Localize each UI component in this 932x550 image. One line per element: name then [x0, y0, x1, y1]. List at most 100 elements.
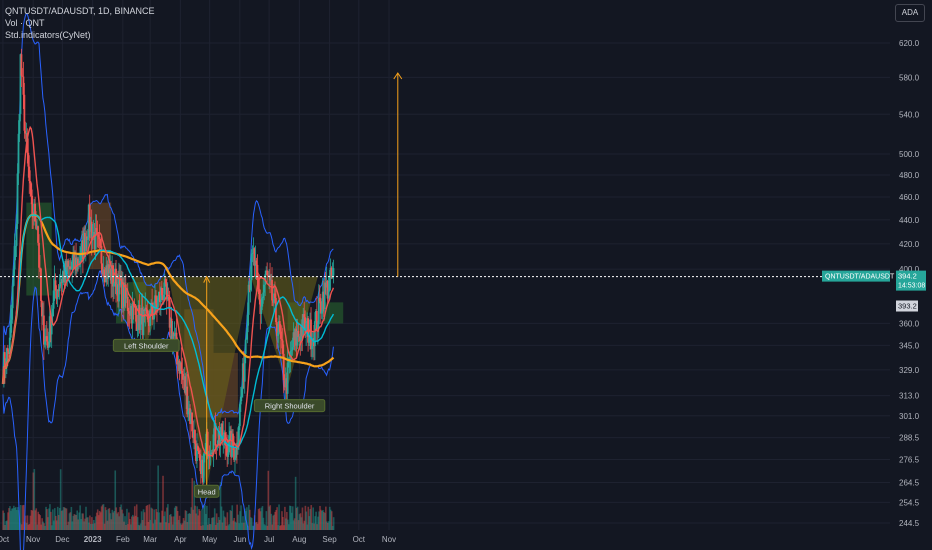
candle-body: [320, 311, 323, 314]
volume-bar: [327, 522, 329, 530]
volume-bar: [296, 506, 299, 530]
volume-bar: [15, 510, 18, 530]
volume-bar: [42, 521, 44, 530]
std-indicators-label[interactable]: Std.indicators(CyNet): [5, 30, 91, 40]
volume-bar: [67, 521, 70, 530]
volume-bar: [283, 525, 285, 530]
volume-bar: [77, 519, 79, 530]
price-axis[interactable]: 620.0 580.0 540.0 500.0 480.0 460.0 440.0 420.0…: [822, 39, 926, 528]
x-tick-label: Mar: [143, 535, 157, 544]
symbol-title[interactable]: QNTUSDT/ADAUSDT, 1D, BINANCE: [5, 6, 155, 16]
volume-bar: [263, 524, 266, 530]
candle-body: [45, 336, 48, 342]
volume-bar: [239, 511, 241, 530]
symbol-price-badge: [822, 270, 890, 282]
candle-body: [79, 260, 81, 265]
volume-bar: [119, 507, 121, 530]
candle-body: [204, 442, 207, 453]
candle-body: [117, 284, 119, 302]
candle-body: [148, 322, 151, 326]
volume-bar: [44, 525, 46, 530]
volume-bar: [202, 525, 204, 530]
volume-bar: [45, 506, 47, 530]
volume-bar: [6, 520, 8, 530]
candle-body: [259, 299, 262, 315]
volume-bar: [323, 511, 325, 530]
candle-body: [184, 376, 187, 394]
candle-body: [71, 261, 74, 269]
volume-bar: [324, 513, 326, 530]
volume-bar: [251, 525, 254, 530]
volume-bar: [198, 509, 200, 530]
candle-body: [187, 410, 190, 415]
volume-bar: [178, 515, 181, 530]
candle-body: [223, 432, 226, 435]
volume-bar: [8, 508, 10, 530]
candle-body: [192, 431, 194, 439]
candle-body: [17, 133, 20, 174]
volume-bar: [123, 521, 125, 530]
x-tick-label: Sep: [322, 535, 337, 544]
volume-bar: [146, 505, 149, 530]
candle-body: [163, 278, 166, 295]
x-tick-label: Jul: [264, 535, 274, 544]
annotation-box: [253, 399, 326, 413]
candle-body: [42, 315, 45, 345]
volume-bar: [125, 524, 127, 530]
candle-body: [240, 389, 243, 397]
volume-bar: [52, 509, 54, 530]
candle-body: [99, 238, 102, 246]
candle-body: [143, 309, 146, 311]
volume-indicator-label[interactable]: Vol · QNT: [5, 18, 45, 28]
candle-body: [201, 459, 204, 483]
candle-body: [123, 284, 126, 307]
volume-bar: [162, 475, 164, 530]
candle-body: [105, 265, 108, 283]
volume-bar: [201, 509, 203, 530]
volume-bar: [117, 512, 119, 530]
candle-body: [48, 316, 51, 347]
candle-body: [142, 309, 145, 336]
volume-bar: [286, 511, 288, 530]
y-tick-label: 254.5: [899, 498, 920, 507]
candle-body: [118, 275, 120, 302]
volume-bar: [316, 524, 318, 530]
candle-body: [125, 296, 128, 299]
candle-body: [58, 286, 61, 292]
volume-bar: [179, 523, 182, 530]
quote-currency-badge[interactable]: ADA: [895, 4, 925, 22]
volume-bar: [113, 511, 116, 530]
volume-bar: [274, 511, 276, 530]
volume-bar: [237, 514, 239, 530]
volume-bar: [37, 511, 40, 530]
volume-bar: [212, 517, 215, 530]
candle-body: [139, 313, 142, 330]
candle-body: [88, 204, 91, 232]
candle-body: [60, 282, 63, 284]
y-tick-label: 540.0: [899, 110, 920, 119]
volume-bar: [313, 523, 315, 530]
y-tick-label: 276.5: [899, 456, 920, 465]
volume-bar: [208, 518, 210, 530]
volume-bar: [92, 523, 94, 530]
volume-bar: [107, 508, 110, 530]
candle-body: [103, 269, 106, 278]
candle-body: [262, 292, 265, 299]
time-axis[interactable]: Oct Nov Dec 2023 Feb Mar Apr May Jun Jul Aug Sep Oct…: [0, 535, 396, 544]
candle-body: [158, 291, 160, 298]
volume-bar: [180, 524, 183, 530]
candle-body: [200, 459, 203, 474]
y-tick-label: 580.0: [899, 73, 920, 82]
volume-bar: [152, 523, 155, 530]
candle-body: [198, 454, 201, 461]
secondary-price-label: 393.2: [898, 302, 917, 311]
candle-body: [120, 278, 123, 309]
volume-bar: [238, 523, 240, 530]
candle-body: [330, 267, 333, 279]
ma-short-line: [2, 125, 335, 457]
candle-body: [141, 307, 144, 336]
candle-body: [269, 275, 271, 281]
candle-body: [171, 333, 174, 340]
